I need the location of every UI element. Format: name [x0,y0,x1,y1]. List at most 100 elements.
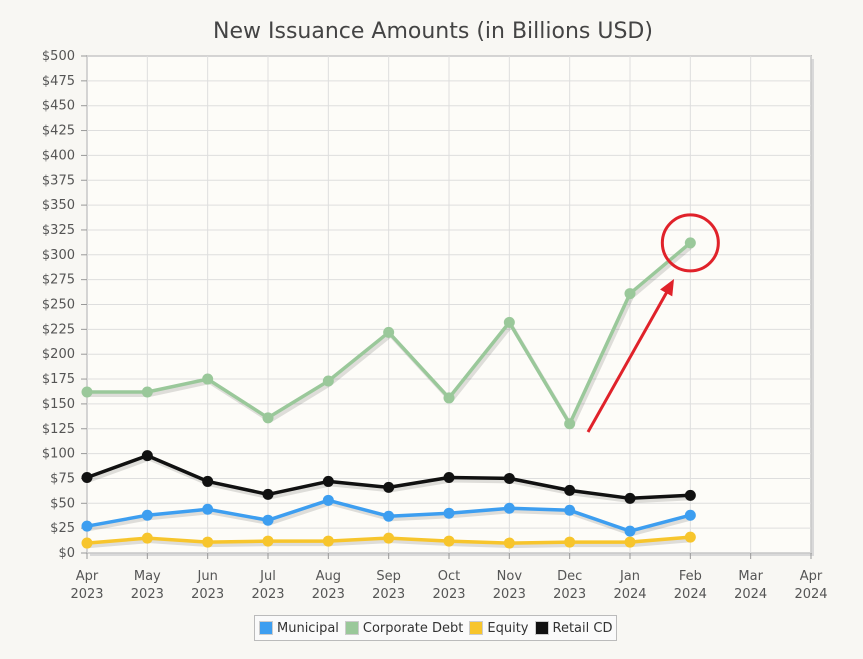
corporate-debt-point [81,386,93,398]
y-tick-label: $150 [42,397,75,412]
x-tick-label-month: Apr [800,569,823,584]
y-tick-label: $250 [42,298,75,313]
municipal-point [684,509,696,521]
x-tick-label-month: Dec [557,569,582,584]
retail-cd-point [141,450,153,462]
y-tick-label: $275 [42,273,75,288]
retail-cd-point [262,488,274,500]
x-tick-label-month: Nov [497,569,523,584]
x-tick-label-year: 2023 [70,587,103,602]
x-tick-label-month: Oct [438,569,460,584]
municipal-point [202,503,214,515]
equity-point [564,536,576,548]
legend-swatch [534,621,549,635]
municipal-point [624,525,636,537]
equity-point [81,537,93,549]
corporate-debt-point [322,375,334,387]
y-tick-label: $75 [50,471,75,486]
legend-label: Corporate Debt [362,620,464,636]
retail-cd-point [322,475,334,487]
legend-label: Municipal [277,620,339,636]
grid [86,55,812,554]
x-tick-label-month: Apr [76,569,99,584]
y-tick-label: $350 [42,198,75,213]
retail-cd-point [81,471,93,483]
legend-swatch [259,621,273,635]
legend: Municipal Corporate Debt Equity Retail CD [254,615,618,641]
highlight-circle [660,213,720,273]
x-tick-label-month: Mar [738,569,763,584]
municipal-point [262,514,274,526]
corporate-debt-point [443,392,455,404]
y-tick-label: $125 [42,422,75,437]
corporate-debt-point [141,386,153,398]
x-tick-label-month: Jan [619,569,640,584]
y-tick-label: $100 [42,447,75,462]
municipal-point [81,520,93,532]
x-tick-label-month: Jul [259,569,276,584]
municipal-point [443,507,455,519]
corporate-debt-point [383,326,395,338]
y-tick-label: $225 [42,322,75,337]
equity-point [141,532,153,544]
y-tick-label: $475 [42,74,75,89]
x-tick-label-month: Feb [679,569,702,584]
retail-cd-point [443,471,455,483]
corporate-debt-point [624,288,636,300]
y-tick-label: $500 [42,49,75,64]
x-tick-label-month: Aug [316,569,341,584]
legend-item-retail-cd[interactable]: Retail CD [534,621,612,636]
y-tick-label: $25 [50,521,75,536]
municipal-point [503,502,515,514]
legend-item-corporate-debt[interactable]: Corporate Debt [344,620,464,636]
y-tick-label: $450 [42,99,75,114]
annotation [586,213,720,433]
corporate-debt-point [262,412,274,424]
x-tick-label-month: Sep [376,569,401,584]
equity-point [383,532,395,544]
equity-point [202,536,214,548]
municipal-point [564,504,576,516]
equity-point [322,535,334,547]
corporate-debt-point [503,316,515,328]
x-tick-label-year: 2023 [493,587,526,602]
y-tick-label: $375 [42,173,75,188]
annotation-arrow-shaft [586,289,670,433]
legend-item-municipal[interactable]: Municipal [259,621,339,636]
annotation-arrow-head [660,279,674,297]
equity-point [684,531,696,543]
municipal-point [383,510,395,522]
x-tick-label-year: 2024 [674,587,707,602]
legend-swatch [469,621,484,635]
x-tick-label-year: 2024 [613,587,646,602]
legend-label: Equity [487,620,529,636]
legend-swatch [344,621,359,635]
y-tick-label: $200 [42,347,75,362]
retail-cd-point [684,489,696,501]
corporate-debt-point [202,373,214,385]
x-tick-label-year: 2023 [372,587,405,602]
equity-point [624,536,636,548]
x-tick-label-year: 2023 [131,587,164,602]
x-tick-label-year: 2023 [432,587,465,602]
municipal-point [141,509,153,521]
corporate-debt-point [684,237,696,249]
retail-cd-point [202,475,214,487]
y-tick-label: $50 [50,496,75,511]
retail-cd-point [503,472,515,484]
retail-cd-point [624,492,636,504]
x-tick-label-year: 2023 [553,587,586,602]
equity-point [262,535,274,547]
x-tick-label-month: May [134,569,161,584]
y-axis: $0 $25 $50 $75 $100 $125 $150 $175 $200 $225 $250 $… [42,49,87,561]
x-tick-label-year: 2023 [312,587,345,602]
legend-item-equity[interactable]: Equity [469,620,529,636]
series-group [81,237,696,549]
x-tick-label-month: Jun [197,569,218,584]
equity-point [443,535,455,547]
chart-title: New Issuance Amounts (in Billions USD) [213,19,653,44]
x-tick-label-year: 2023 [191,587,224,602]
x-axis: Apr 2023 May 2023 Jun 2023 Jul 2023 Aug 2023 Sep 20… [70,553,828,602]
x-tick-label-year: 2024 [734,587,767,602]
